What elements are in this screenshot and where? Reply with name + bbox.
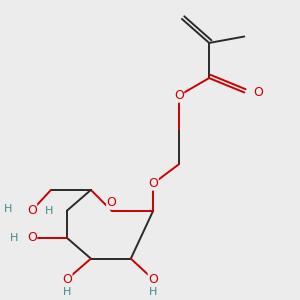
Text: O: O [174,89,184,102]
Text: H: H [10,233,18,243]
Text: O: O [62,273,72,286]
Text: O: O [27,231,37,244]
Text: O: O [148,177,158,190]
Text: O: O [148,273,158,286]
Text: O: O [253,86,262,99]
Text: H: H [63,287,71,297]
Text: H: H [45,206,53,216]
Text: H: H [149,287,158,297]
Text: O: O [27,204,37,217]
Text: O: O [107,196,117,209]
Text: H: H [4,204,12,214]
